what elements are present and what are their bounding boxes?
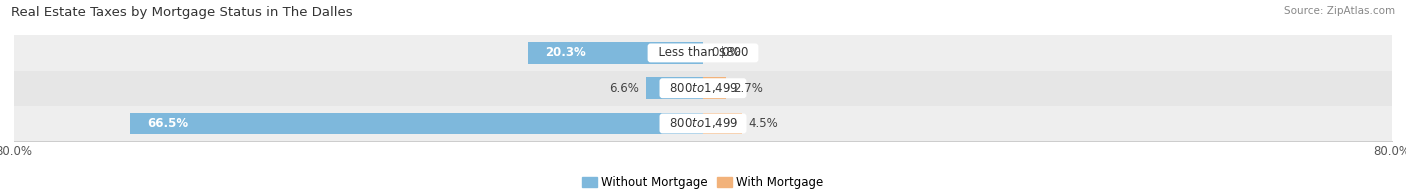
Bar: [14, 71, 1392, 106]
Bar: [529, 42, 703, 64]
Bar: [14, 35, 1392, 71]
Bar: [647, 77, 703, 99]
Text: 6.6%: 6.6%: [609, 82, 640, 95]
Bar: [703, 77, 727, 99]
Text: 20.3%: 20.3%: [546, 46, 586, 59]
Text: 2.7%: 2.7%: [733, 82, 763, 95]
Legend: Without Mortgage, With Mortgage: Without Mortgage, With Mortgage: [578, 171, 828, 193]
Text: Source: ZipAtlas.com: Source: ZipAtlas.com: [1284, 6, 1395, 16]
Bar: [14, 106, 1392, 141]
Text: 4.5%: 4.5%: [748, 117, 779, 130]
Text: $800 to $1,499: $800 to $1,499: [662, 116, 744, 131]
Bar: [703, 113, 742, 134]
Text: 0.0%: 0.0%: [711, 46, 741, 59]
Bar: [131, 113, 703, 134]
Text: Real Estate Taxes by Mortgage Status in The Dalles: Real Estate Taxes by Mortgage Status in …: [11, 6, 353, 19]
Text: $800 to $1,499: $800 to $1,499: [662, 81, 744, 95]
Text: 66.5%: 66.5%: [148, 117, 188, 130]
Text: Less than $800: Less than $800: [651, 46, 755, 59]
